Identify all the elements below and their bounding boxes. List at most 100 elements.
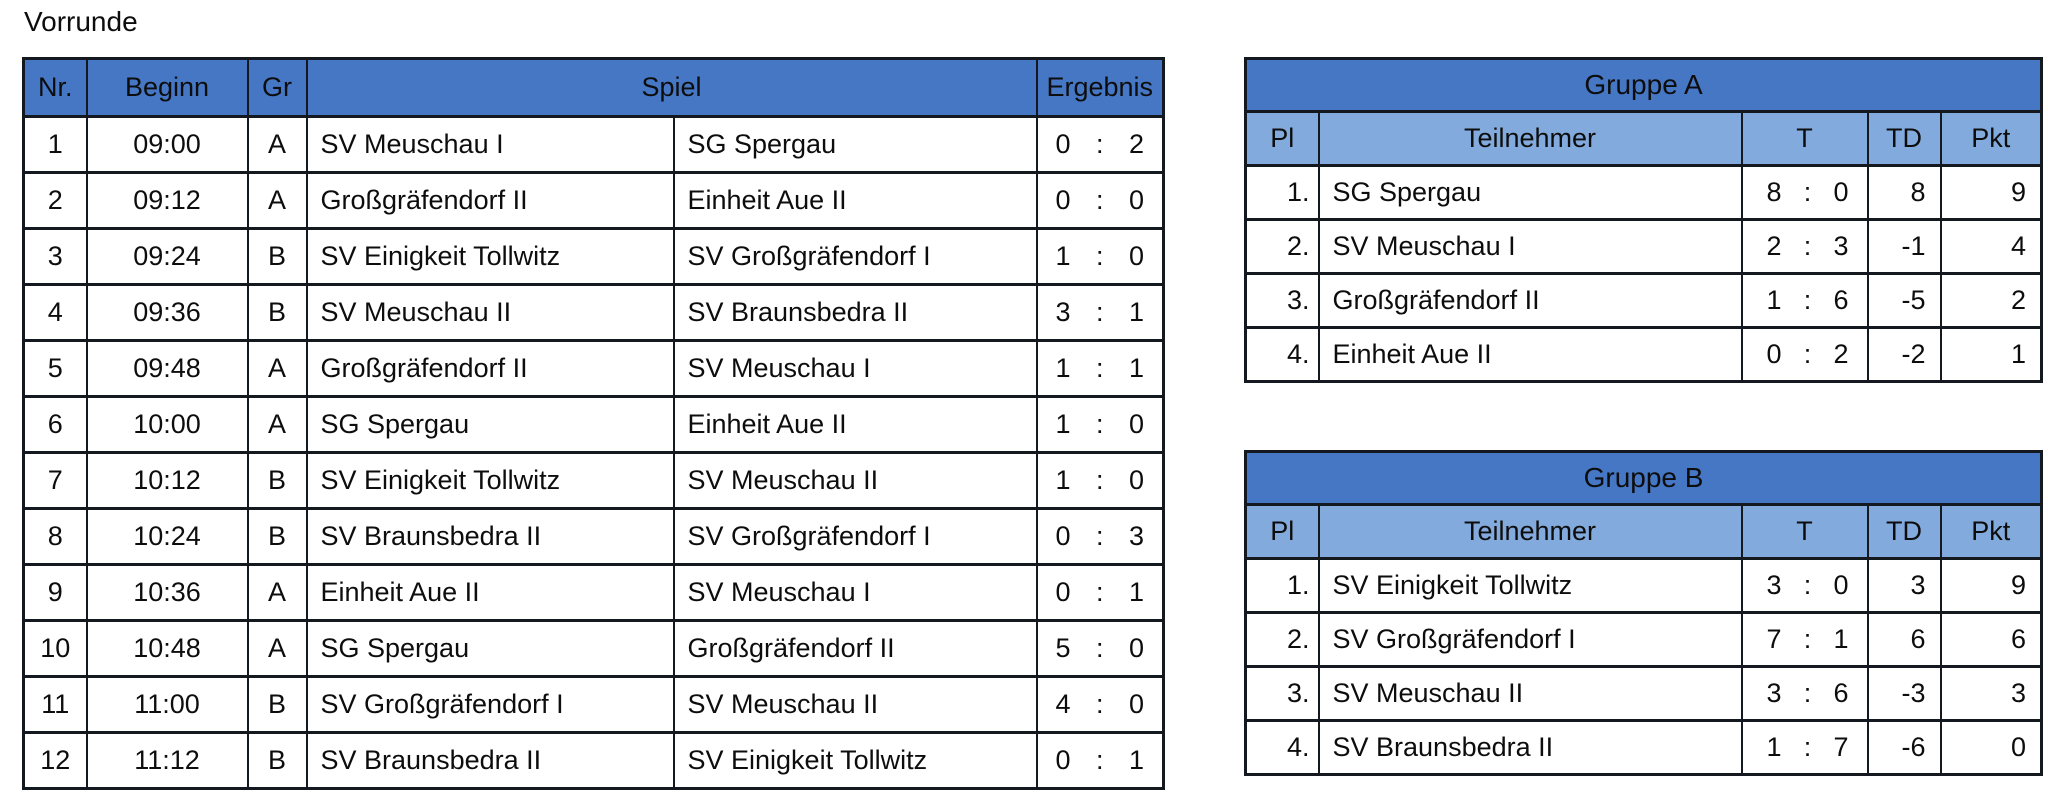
goals-for: 1 xyxy=(1766,732,1782,762)
goals-against: 1 xyxy=(1833,624,1849,654)
home-team-cell: Großgräfendorf II xyxy=(305,171,675,230)
home-team-cell: Großgräfendorf II xyxy=(305,339,675,398)
group-letter-cell: A xyxy=(246,619,308,678)
score: 5 : 0 xyxy=(1039,633,1162,664)
match-number-cell: 1 xyxy=(22,115,88,174)
score-separator: : xyxy=(1096,633,1104,663)
goals: 3 : 6 xyxy=(1744,678,1866,709)
home-team-cell: SV Braunsbedra II xyxy=(305,731,675,790)
rank-cell: 3. xyxy=(1244,665,1320,722)
standings-row: 2. SV Meuschau I 2 : 3 -1 4 xyxy=(1244,218,2043,275)
score-separator: : xyxy=(1096,129,1104,159)
score-away: 0 xyxy=(1128,185,1144,215)
match-number-cell: 9 xyxy=(22,563,88,622)
score: 1 : 1 xyxy=(1039,353,1162,384)
goal-diff-cell: 8 xyxy=(1866,164,1942,221)
group-a-header-teilnehmer: Teilnehmer xyxy=(1317,110,1743,167)
group-letter-cell: A xyxy=(246,563,308,622)
score-home: 3 xyxy=(1055,297,1071,327)
group-a-header-pl: Pl xyxy=(1244,110,1320,167)
schedule-body: 1 09:00 A SV Meuschau I SG Spergau 0 : 2… xyxy=(22,115,1165,790)
score-away: 3 xyxy=(1128,521,1144,551)
team-cell: Einheit Aue II xyxy=(1317,326,1743,383)
goal-diff-cell: -3 xyxy=(1866,665,1942,722)
goal-diff-cell: -5 xyxy=(1866,272,1942,329)
start-time-cell: 10:00 xyxy=(85,395,249,454)
match-number-cell: 3 xyxy=(22,227,88,286)
score: 3 : 1 xyxy=(1039,297,1162,328)
standings-row: 2. SV Großgräfendorf I 7 : 1 6 6 xyxy=(1244,611,2043,668)
goals-separator: : xyxy=(1803,732,1812,762)
goal-diff-cell: 6 xyxy=(1866,611,1942,668)
group-a-title: Gruppe A xyxy=(1244,57,2043,113)
score-home: 0 xyxy=(1055,185,1071,215)
score: 1 : 0 xyxy=(1039,241,1162,272)
score-home: 1 xyxy=(1055,409,1071,439)
score-away: 0 xyxy=(1128,241,1144,271)
score-home: 1 xyxy=(1055,353,1071,383)
points-cell: 0 xyxy=(1939,719,2043,776)
group-letter-cell: A xyxy=(246,395,308,454)
goals-cell: 7 : 1 xyxy=(1740,611,1869,668)
goals-for: 8 xyxy=(1766,177,1782,207)
goals-separator: : xyxy=(1803,231,1812,261)
goals-separator: : xyxy=(1803,570,1812,600)
match-row: 10 10:48 A SG Spergau Großgräfendorf II … xyxy=(22,619,1165,678)
page-title: Vorrunde xyxy=(24,6,138,37)
points-cell: 2 xyxy=(1939,272,2043,329)
group-b-header-t: T xyxy=(1740,503,1869,560)
points-cell: 9 xyxy=(1939,164,2043,221)
match-row: 3 09:24 B SV Einigkeit Tollwitz SV Großg… xyxy=(22,227,1165,286)
score-home: 0 xyxy=(1055,745,1071,775)
score-away: 0 xyxy=(1128,465,1144,495)
score-separator: : xyxy=(1096,745,1104,775)
points-cell: 3 xyxy=(1939,665,2043,722)
match-row: 1 09:00 A SV Meuschau I SG Spergau 0 : 2 xyxy=(22,115,1165,174)
score-cell: 5 : 0 xyxy=(1035,619,1165,678)
away-team-cell: SV Meuschau I xyxy=(672,563,1038,622)
score-home: 0 xyxy=(1055,521,1071,551)
group-b-table: Gruppe B Pl Teilnehmer T TD Pkt 1. SV Ei… xyxy=(1244,450,2044,776)
goal-diff-cell: -2 xyxy=(1866,326,1942,383)
score-cell: 1 : 1 xyxy=(1035,339,1165,398)
goals: 2 : 3 xyxy=(1744,231,1866,262)
score-separator: : xyxy=(1096,689,1104,719)
group-letter-cell: B xyxy=(246,451,308,510)
score-cell: 1 : 0 xyxy=(1035,451,1165,510)
goals-separator: : xyxy=(1803,624,1812,654)
away-team-cell: SV Meuschau II xyxy=(672,675,1038,734)
away-team-cell: Großgräfendorf II xyxy=(672,619,1038,678)
home-team-cell: SV Meuschau I xyxy=(305,115,675,174)
goals-against: 7 xyxy=(1833,732,1849,762)
schedule-header-spiel: Spiel xyxy=(305,57,1038,118)
rank-cell: 1. xyxy=(1244,164,1320,221)
score-away: 1 xyxy=(1128,297,1144,327)
match-row: 8 10:24 B SV Braunsbedra II SV Großgräfe… xyxy=(22,507,1165,566)
score-cell: 0 : 1 xyxy=(1035,563,1165,622)
score-separator: : xyxy=(1096,241,1104,271)
score-cell: 0 : 2 xyxy=(1035,115,1165,174)
group-letter-cell: B xyxy=(246,227,308,286)
goals-cell: 1 : 7 xyxy=(1740,719,1869,776)
score-away: 0 xyxy=(1128,633,1144,663)
goals-for: 7 xyxy=(1766,624,1782,654)
goals-against: 2 xyxy=(1833,339,1849,369)
away-team-cell: Einheit Aue II xyxy=(672,395,1038,454)
start-time-cell: 10:12 xyxy=(85,451,249,510)
team-cell: SV Meuschau I xyxy=(1317,218,1743,275)
team-cell: SG Spergau xyxy=(1317,164,1743,221)
goals-for: 1 xyxy=(1766,285,1782,315)
score: 0 : 0 xyxy=(1039,185,1162,216)
goals-separator: : xyxy=(1803,678,1812,708)
group-letter-cell: B xyxy=(246,283,308,342)
goals-against: 6 xyxy=(1833,678,1849,708)
group-a-title-row: Gruppe A xyxy=(1244,57,2043,113)
group-letter-cell: B xyxy=(246,731,308,790)
score: 1 : 0 xyxy=(1039,409,1162,440)
match-number-cell: 4 xyxy=(22,283,88,342)
rank-cell: 3. xyxy=(1244,272,1320,329)
rank-cell: 4. xyxy=(1244,719,1320,776)
schedule-header-nr: Nr. xyxy=(22,57,88,118)
goals-against: 0 xyxy=(1833,177,1849,207)
rank-cell: 4. xyxy=(1244,326,1320,383)
